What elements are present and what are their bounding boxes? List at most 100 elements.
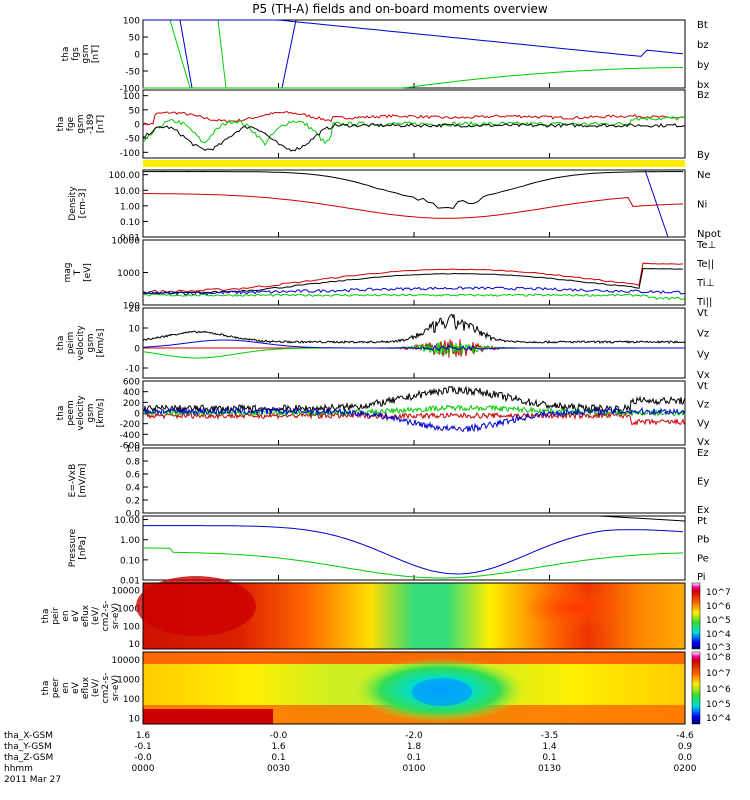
y-axis-label: cm2-s- xyxy=(101,601,111,632)
y-tick-label: 1000 xyxy=(117,604,140,614)
y-axis-label: tha xyxy=(56,336,66,351)
ne-trace xyxy=(142,193,684,219)
peer-colorbar: 10^8 10^7 10^6 10^5 10^4 xyxy=(691,651,731,725)
panel-frame xyxy=(142,169,686,238)
y-tick-label: 10.00 xyxy=(114,516,140,526)
legend-entry: by xyxy=(697,60,709,71)
y-tick-label: 0.01 xyxy=(120,234,140,244)
te-par-trace xyxy=(142,267,684,295)
y-axis-label: [eV] xyxy=(83,263,93,282)
y-axis-label: fgs xyxy=(71,47,81,61)
y-tick-label: 1000 xyxy=(117,676,140,686)
y-tick-label: 100.00 xyxy=(109,171,141,181)
legend-entry: Ey xyxy=(697,477,709,488)
x-tick-label: 0.1 xyxy=(407,753,421,763)
y-tick-label: -100 xyxy=(120,149,141,159)
y-axis-label: Density xyxy=(68,186,78,221)
y-axis-label: eV xyxy=(71,681,81,694)
te-perp-trace xyxy=(142,262,684,294)
bx-trace xyxy=(179,19,193,89)
ti-perp-trace xyxy=(142,286,686,296)
y-axis-label: peer xyxy=(51,677,61,698)
x-tick-label: -3.5 xyxy=(541,731,559,741)
legend-entry: Vz xyxy=(697,329,709,340)
y-axis-label: [nT] xyxy=(96,115,106,133)
x-row-label: tha_X-GSM xyxy=(4,731,53,741)
y-tick-label: 20 xyxy=(129,305,141,315)
legend-entry: Pt xyxy=(697,516,707,527)
colorbar-label: 10^4 xyxy=(706,714,731,724)
legend-entry: Ex xyxy=(697,505,709,516)
legend-entry: Pe xyxy=(697,553,709,564)
y-tick-label: 0.6 xyxy=(126,471,141,481)
legend-entry: Ti|| xyxy=(696,297,712,308)
panel-pressure: 10.00 1.00 0.10 0.01 Pressure [nPa] Pt Pb Pe Pi xyxy=(68,515,709,587)
status-bar xyxy=(143,160,685,167)
y-tick-label: -100 xyxy=(120,85,141,95)
x-row-label: hhmm xyxy=(4,764,33,774)
legend-entry: Vt xyxy=(697,308,708,319)
y-axis-label: peem xyxy=(66,400,76,426)
x-tick-label: 1.4 xyxy=(542,742,557,752)
y-axis-label: [nT] xyxy=(91,45,101,63)
x-tick-label: 0200 xyxy=(674,764,697,774)
y-tick-label: 0.8 xyxy=(126,458,141,468)
x-tick-label: 1.8 xyxy=(407,742,422,752)
y-tick-label: 0.2 xyxy=(126,497,140,507)
panel-temperature: 10000 1000 100 mag T [eV] Te⊥ Te|| Ti⊥ Ti|| xyxy=(63,237,716,312)
bt-trace xyxy=(143,19,684,57)
x-tick-label: 0130 xyxy=(538,764,561,774)
y-axis-label: gsm xyxy=(76,114,86,133)
y-axis-label: sr-eV) xyxy=(111,675,121,701)
legend-entry: Npot xyxy=(697,229,721,240)
y-tick-label: 10.00 xyxy=(114,187,140,197)
y-tick-label: 200 xyxy=(123,399,140,409)
vt-trace xyxy=(142,313,686,344)
legend-entry: Vx xyxy=(697,370,710,381)
y-tick-label: -50 xyxy=(125,135,140,145)
y-axis-label: sr-eV) xyxy=(111,603,121,629)
y-axis-label: E=-VxB xyxy=(68,464,78,498)
by-trace xyxy=(142,116,686,147)
legend-entry: bx xyxy=(697,80,709,91)
colorbar-label: 10^6 xyxy=(706,602,731,612)
x-tick-label: 0000 xyxy=(132,764,155,774)
y-axis-label: gsm xyxy=(86,403,96,422)
y-axis-label: tha xyxy=(41,609,51,624)
y-tick-label: -600 xyxy=(120,442,141,452)
x-tick-label: 0100 xyxy=(403,764,426,774)
y-axis-label: cm2-s- xyxy=(101,673,111,704)
y-axis-label: eflux xyxy=(81,676,91,699)
y-axis-label: velocity xyxy=(76,325,86,361)
x-tick-label: 0.0 xyxy=(678,753,693,763)
y-axis-label: T xyxy=(73,269,83,276)
colorbar-label: 10^6 xyxy=(706,685,731,695)
y-tick-label: 10000 xyxy=(111,237,140,247)
y-axis-label: eflux xyxy=(81,604,91,627)
y-axis-label: [nPa] xyxy=(78,536,88,559)
y-axis-label: fge xyxy=(66,116,76,131)
panel-density: 100.00 10.00 1.00 0.10 0.01 Density [cm-3] Ne Ni… xyxy=(68,169,721,244)
y-axis-label: peir xyxy=(51,607,61,625)
vy-trace xyxy=(142,404,686,418)
y-axis-label: tha xyxy=(41,681,51,696)
legend-entry: Vx xyxy=(697,437,710,448)
y-axis-label: tha xyxy=(56,406,66,421)
legend-entry: Ti⊥ xyxy=(696,278,714,289)
y-tick-label: -200 xyxy=(120,420,141,430)
y-axis-label: gsm xyxy=(86,333,96,352)
y-axis-label: eV xyxy=(71,609,81,622)
bz-trace xyxy=(169,19,191,89)
legend-entry: Pi xyxy=(697,572,706,583)
x-row-label: tha_Z-GSM xyxy=(4,753,53,763)
panel-efield: 1.0 0.8 0.6 0.4 0.2 0.0 E=-VxB [mV/m] Ez Ey Ex xyxy=(68,445,709,520)
panel-frame xyxy=(142,307,686,379)
legend-entry: Bt xyxy=(697,20,708,31)
y-tick-label: 0 xyxy=(134,121,140,131)
y-tick-label: 50 xyxy=(129,34,141,44)
y-tick-label: -50 xyxy=(125,68,140,78)
y-tick-label: 0 xyxy=(134,345,140,355)
ni-trace xyxy=(143,170,683,209)
